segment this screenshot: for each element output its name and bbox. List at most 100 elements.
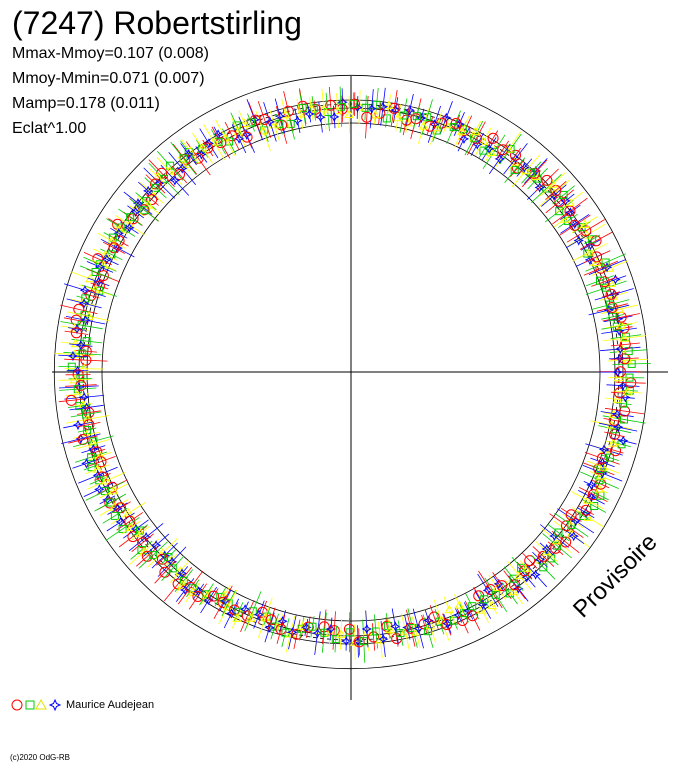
data-point [247,118,256,127]
data-point [312,628,323,639]
data-point-errorbar [148,162,180,195]
data-point [277,616,288,627]
data-point-errorbar [609,349,648,353]
data-point [412,112,421,121]
data-point [138,204,150,216]
data-point-errorbar [65,316,106,325]
data-point-errorbar [588,304,630,316]
data-point [233,126,244,136]
data-point [564,205,576,217]
data-point [458,133,470,145]
data-point [146,194,158,206]
legend-triangle-icon [35,698,47,710]
data-point-errorbar [615,381,646,384]
data-point-errorbar [579,231,613,250]
data-point-errorbar [397,620,404,646]
data-point-errorbar [64,358,108,362]
data-point-errorbar [479,590,490,608]
data-point-errorbar [459,603,469,623]
data-point-errorbar [203,124,225,161]
data-point [361,623,372,635]
data-point [286,119,295,128]
data-point-errorbar [168,151,197,185]
data-point-errorbar [200,586,213,605]
data-point-errorbar [58,398,84,403]
data-point [537,550,549,562]
data-point [467,610,479,622]
data-point-errorbar [511,154,541,188]
data-point [331,635,340,644]
data-point-errorbar [509,148,522,163]
data-point-errorbar [600,346,641,352]
data-point-errorbar [176,577,189,593]
data-point [496,580,508,592]
data-point-errorbar [421,614,428,633]
data-point [548,190,560,201]
data-point [177,163,188,174]
data-point [166,556,178,567]
data-point-errorbar [607,358,648,362]
data-point-errorbar [199,583,214,606]
data-point [454,600,465,609]
data-point-errorbar [426,117,433,136]
data-point [479,146,488,155]
data-point-errorbar [357,625,359,658]
data-point [83,426,92,434]
data-point-errorbar [171,165,188,184]
data-point-errorbar [393,97,399,123]
data-point [164,165,175,175]
data-point [598,276,610,288]
data-point-errorbar [76,295,95,302]
data-point-errorbar [531,174,562,203]
data-point [390,104,401,116]
data-point-errorbar [93,248,119,262]
data-point [132,198,144,209]
data-point-errorbar [213,585,233,619]
data-point [95,451,106,460]
data-point-errorbar [58,385,99,389]
copyright-notice: (c)2020 OdG-RB [10,753,71,762]
data-point [156,167,168,179]
data-point-errorbar [507,561,532,590]
data-point-errorbar [161,555,185,582]
data-point-errorbar [503,566,524,592]
data-point-errorbar [544,199,574,223]
data-point-errorbar [582,250,611,264]
data-point [264,622,275,633]
data-point-errorbar [453,112,465,136]
data-point [140,531,152,543]
data-point-errorbar [156,552,169,566]
data-point [623,387,633,396]
data-point-errorbar [407,608,418,648]
data-point-errorbar [608,377,629,379]
data-point-errorbar [589,258,605,267]
data-point [618,435,629,446]
data-point-errorbar [247,610,255,627]
data-point-errorbar [59,387,97,391]
data-point-errorbar [457,115,473,145]
data-point-errorbar [276,614,286,645]
data-point [197,143,208,152]
data-point [596,465,605,474]
data-point-errorbar [175,566,189,581]
data-point [209,137,219,146]
data-point [606,419,617,429]
data-point-errorbar [602,335,647,342]
data-point-errorbar [244,591,262,632]
data-point-errorbar [464,600,481,631]
data-point [113,228,124,239]
data-point-errorbar [560,507,582,522]
data-point [559,214,570,223]
data-point [428,611,440,623]
data-point-errorbar [454,594,465,617]
data-point-errorbar [596,303,628,312]
data-point [612,408,623,420]
data-point [108,242,120,254]
data-point-errorbar [83,256,117,272]
data-point-errorbar [180,138,200,165]
data-point-errorbar [99,495,116,505]
data-point-errorbar [467,121,486,156]
stat-mean-min: Mmoy-Mmin=0.071 (0.007) [12,70,205,87]
data-point [224,599,233,608]
